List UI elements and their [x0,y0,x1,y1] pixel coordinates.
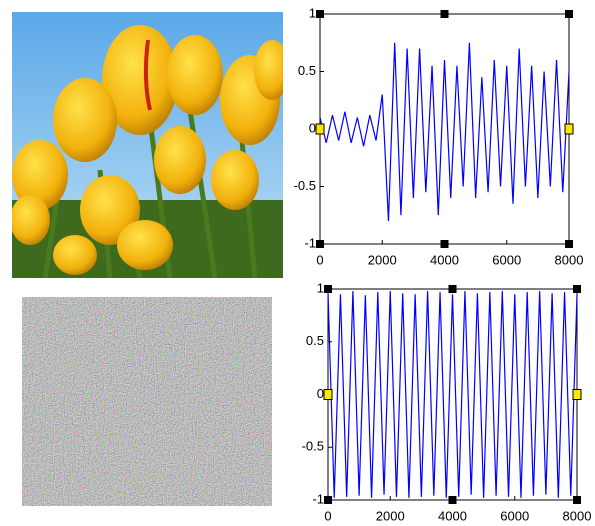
x-tick-label: 4000 [430,252,459,267]
handle [316,10,324,18]
handle [324,285,332,293]
x-tick-label: 0 [324,508,331,521]
figure: -1 -0.5 0 0.5 1 0 2000 4000 6000 8000 -1 -0.5 0 0.5 1 0… [0,0,595,521]
handle [573,496,581,504]
y-tick-label: 0 [317,386,324,401]
x-tick-label: 0 [316,252,323,267]
x-tick-label: 6000 [500,508,529,521]
plot-area [328,289,577,500]
handle [316,124,324,134]
y-tick-label: -1 [312,491,324,506]
tulip-image [10,12,290,278]
handle [565,10,573,18]
x-tick-label: 8000 [555,252,584,267]
y-tick-label: -1 [304,235,316,250]
handle [316,240,324,248]
handle [324,496,332,504]
y-tick-label: 0 [309,120,316,135]
handle [441,240,449,248]
x-tick-label: 6000 [492,252,521,267]
noise-image [22,297,272,506]
y-tick-label: 0.5 [306,333,324,348]
plots: -1 -0.5 0 0.5 1 0 2000 4000 6000 8000 -1 -0.5 0 0.5 1 0… [294,5,592,521]
handle [573,390,581,400]
y-tick-label: 1 [317,280,324,295]
handle [324,390,332,400]
handle [441,10,449,18]
handle [565,240,573,248]
x-tick-label: 2000 [376,508,405,521]
x-tick-label: 2000 [368,252,397,267]
handle [565,124,573,134]
y-tick-label: -0.5 [302,439,324,454]
handle [573,285,581,293]
handle [449,285,457,293]
plot-area [320,14,569,244]
y-tick-label: 0.5 [298,63,316,78]
x-tick-label: 8000 [563,508,592,521]
y-tick-label: 1 [309,5,316,20]
y-tick-label: -0.5 [294,178,316,193]
x-tick-label: 4000 [438,508,467,521]
handle [449,496,457,504]
